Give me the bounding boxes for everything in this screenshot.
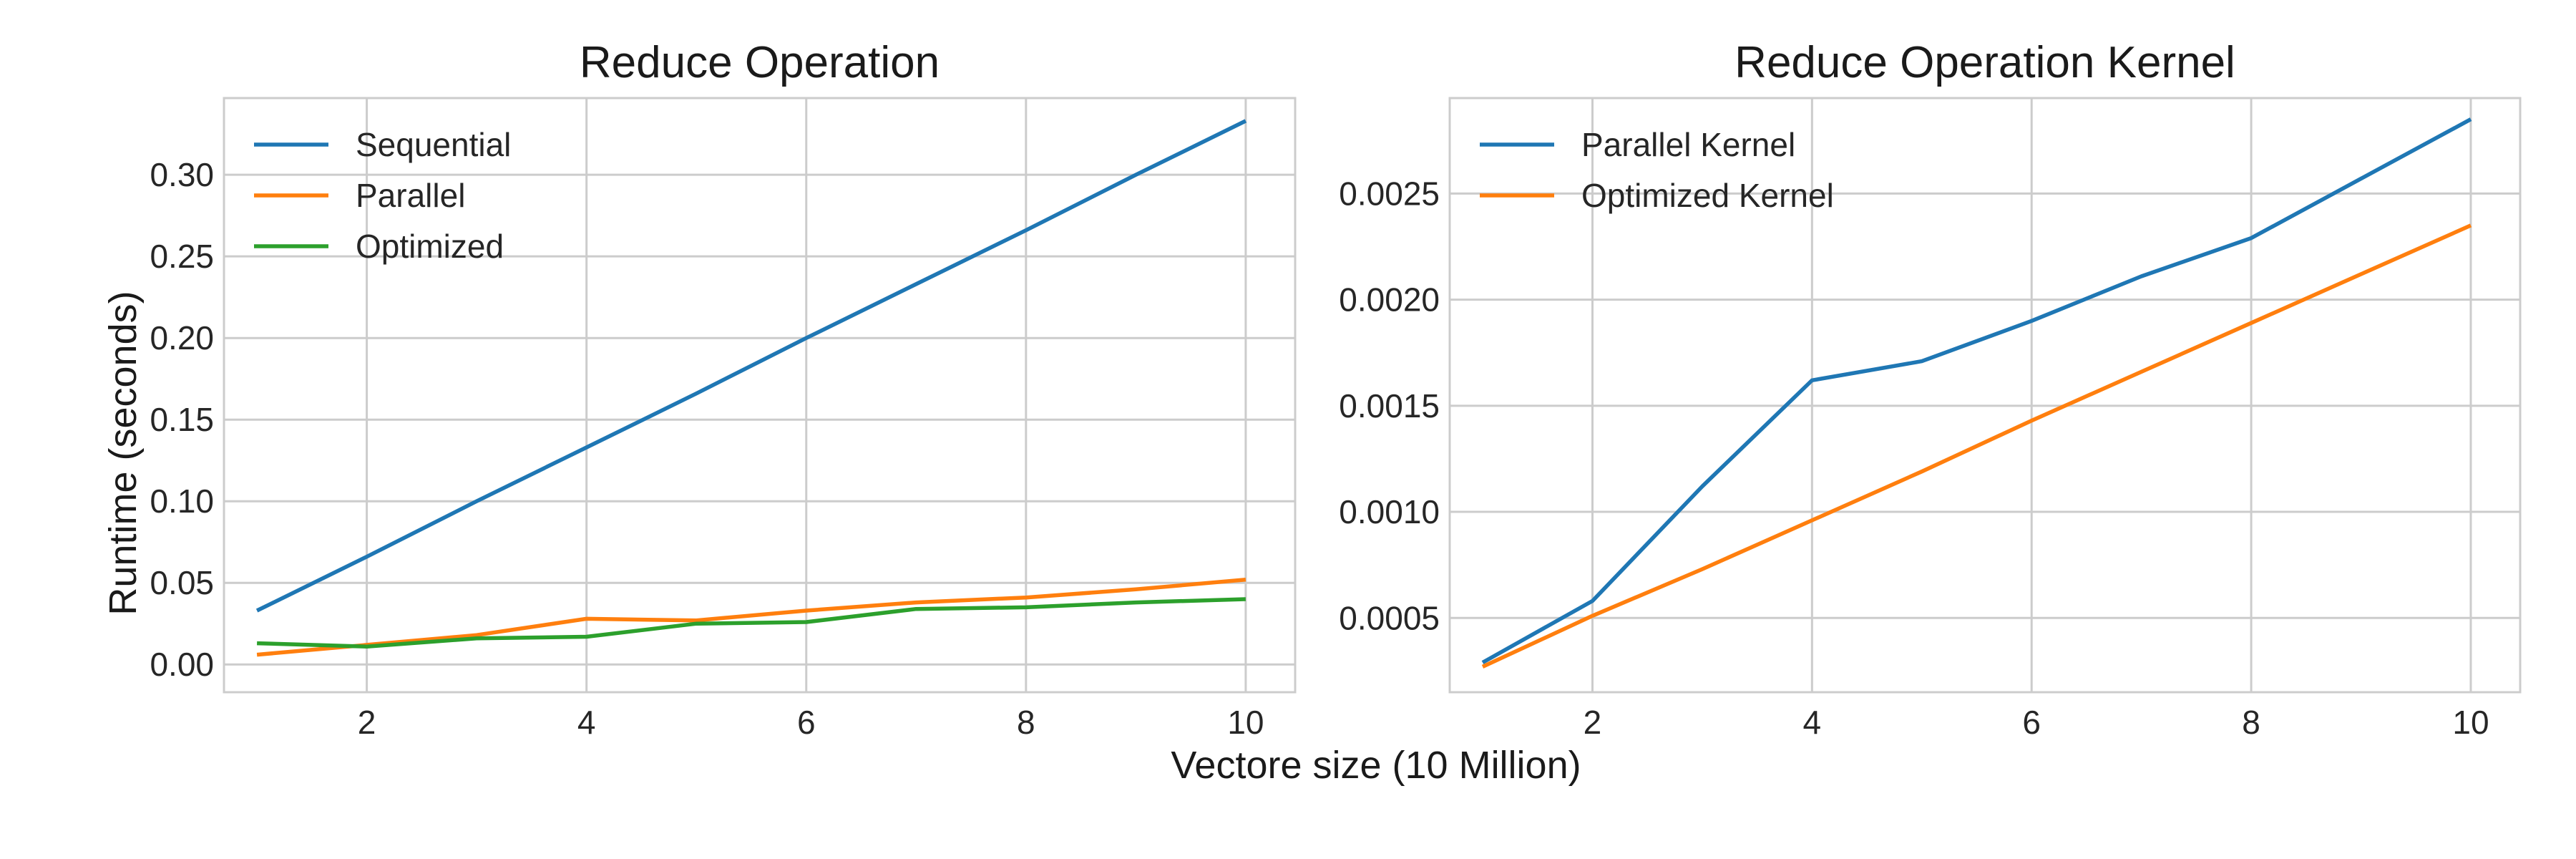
left-y-tick-label: 0.05 [150, 564, 214, 601]
right-chart-series-lines [1481, 117, 2472, 669]
right-x-tick-label: 4 [1803, 704, 1822, 741]
left-y-tick-label: 0.10 [150, 482, 214, 520]
y-axis-label: Runtime (seconds) [102, 291, 145, 615]
left-chart: 2 4 6 8 10 0.00 0.05 0.10 0.15 0.20 0.25 0.30 Reduc… [150, 38, 1297, 741]
right-y-tick-label: 0.0005 [1339, 599, 1440, 636]
left-chart-title: Reduce Operation [580, 38, 940, 87]
left-legend-label: Optimized [356, 228, 504, 265]
right-legend-label: Parallel Kernel [1581, 126, 1795, 163]
right-series-line-0 [1481, 117, 2472, 664]
right-series-line-1 [1481, 223, 2472, 669]
left-legend-label: Sequential [356, 126, 511, 163]
left-chart-gridlines [224, 98, 1295, 692]
left-y-tick-label: 0.20 [150, 319, 214, 356]
left-series-line-0 [255, 119, 1247, 613]
right-y-tick-label: 0.0025 [1339, 175, 1440, 212]
left-series-line-2 [257, 597, 1246, 649]
left-x-tick-label: 8 [1017, 704, 1035, 741]
right-chart-legend: Parallel Kernel Optimized Kernel [1480, 126, 1834, 214]
left-x-tick-label: 4 [577, 704, 596, 741]
right-x-tick-label: 8 [2242, 704, 2260, 741]
right-x-tick-label: 2 [1584, 704, 1602, 741]
left-y-tick-label: 0.15 [150, 401, 214, 438]
left-series-line-1 [256, 577, 1246, 657]
right-chart: 2 4 6 8 10 0.0005 0.0010 0.0015 0.0020 0.0025 Red… [1339, 38, 2522, 741]
right-y-tick-label: 0.0015 [1339, 387, 1440, 424]
left-x-tick-label: 2 [358, 704, 376, 741]
left-y-tick-label: 0.30 [150, 156, 214, 193]
right-x-tick-label: 10 [2452, 704, 2489, 741]
left-chart-plot-area [223, 97, 1297, 694]
left-chart-tick-labels: 2 4 6 8 10 0.00 0.05 0.10 0.15 0.20 0.25 0.30 [150, 156, 1264, 741]
right-chart-gridlines [1450, 98, 2520, 692]
left-y-tick-label: 0.25 [150, 238, 214, 275]
right-chart-title: Reduce Operation Kernel [1735, 38, 2235, 87]
left-chart-legend: Sequential Parallel Optimized [254, 126, 511, 265]
left-y-tick-label: 0.00 [150, 646, 214, 683]
right-legend-label: Optimized Kernel [1581, 177, 1834, 214]
left-x-tick-label: 6 [797, 704, 816, 741]
right-chart-plot-area [1448, 97, 2522, 694]
x-axis-label: Vectore size (10 Million) [1171, 744, 1581, 787]
left-legend-label: Parallel [356, 177, 465, 214]
right-y-tick-label: 0.0010 [1339, 493, 1440, 530]
left-chart-series-lines [255, 119, 1247, 657]
left-x-tick-label: 10 [1227, 704, 1264, 741]
right-x-tick-label: 6 [2022, 704, 2041, 741]
right-y-tick-label: 0.0020 [1339, 281, 1440, 319]
right-chart-tick-labels: 2 4 6 8 10 0.0005 0.0010 0.0015 0.0020 0.0025 [1339, 175, 2489, 741]
